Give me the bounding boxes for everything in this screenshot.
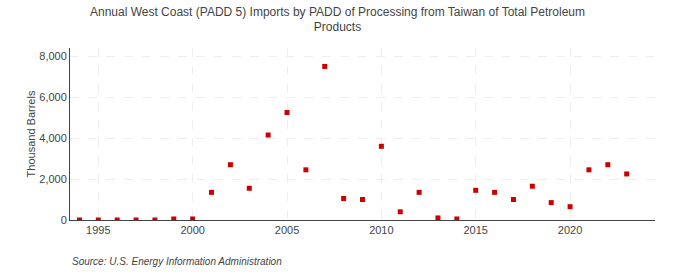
svg-text:2,000: 2,000 bbox=[39, 173, 67, 185]
svg-text:2005: 2005 bbox=[275, 224, 299, 236]
svg-text:2010: 2010 bbox=[369, 224, 393, 236]
svg-text:2020: 2020 bbox=[558, 224, 582, 236]
svg-text:Thousand Barrels: Thousand Barrels bbox=[25, 90, 37, 177]
svg-text:2000: 2000 bbox=[180, 224, 204, 236]
svg-text:0: 0 bbox=[61, 214, 67, 226]
svg-text:8,000: 8,000 bbox=[39, 50, 67, 62]
svg-text:4,000: 4,000 bbox=[39, 132, 67, 144]
svg-text:1995: 1995 bbox=[86, 224, 110, 236]
svg-text:6,000: 6,000 bbox=[39, 91, 67, 103]
svg-text:2015: 2015 bbox=[463, 224, 487, 236]
svg-text:Annual West Coast (PADD 5) Imp: Annual West Coast (PADD 5) Imports by PA… bbox=[90, 5, 585, 35]
svg-text:Source: U.S. Energy Informatio: Source: U.S. Energy Information Administ… bbox=[72, 256, 282, 267]
